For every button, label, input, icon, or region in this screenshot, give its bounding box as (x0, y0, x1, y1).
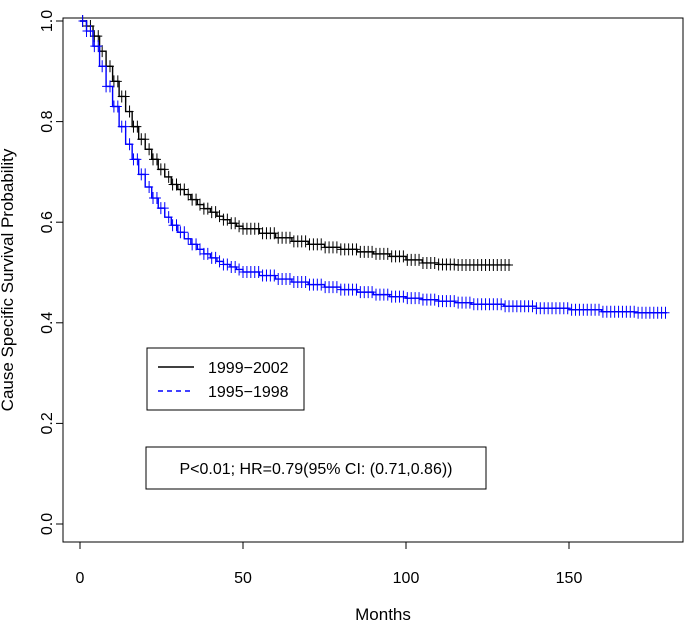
censor-mark-series-2 (399, 290, 408, 303)
censor-mark-series-1 (430, 256, 439, 269)
censor-mark-series-2 (94, 40, 103, 53)
y-axis: 0.0 0.2 0.4 0.6 0.8 1.0 (39, 10, 64, 535)
y-tick-label: 0.6 (39, 211, 56, 233)
censor-mark-series-2 (121, 120, 130, 133)
censor-mark-series-2 (125, 138, 134, 151)
x-axis: 0 50 100 150 (76, 541, 583, 587)
x-tick-label: 0 (76, 570, 85, 587)
censor-mark-series-2 (180, 226, 189, 239)
censor-mark-series-2 (235, 263, 244, 276)
censor-mark-series-2 (332, 281, 341, 294)
censor-mark-series-1 (301, 235, 310, 248)
censor-mark-series-2 (415, 292, 424, 305)
censor-mark-series-2 (98, 60, 107, 73)
censor-mark-series-2 (133, 153, 142, 166)
censor-mark-series-2 (450, 295, 459, 308)
censor-mark-series-2 (113, 100, 122, 113)
censor-mark-series-1 (105, 60, 114, 73)
x-axis-title: Months (355, 605, 411, 624)
censor-mark-series-2 (368, 286, 377, 299)
censor-mark-series-2 (192, 238, 201, 251)
censor-mark-series-2 (285, 273, 294, 286)
censor-mark-series-1 (332, 241, 341, 254)
censor-mark-series-2 (430, 293, 439, 306)
censor-mark-series-2 (145, 180, 154, 193)
censor-mark-series-2 (141, 168, 150, 181)
censor-mark-series-1 (270, 227, 279, 240)
censor-mark-series-1 (152, 153, 161, 166)
censor-mark-series-2 (215, 255, 224, 268)
censor-mark-series-1 (368, 245, 377, 258)
censor-mark-series-2 (160, 202, 169, 215)
censor-mark-series-1 (352, 243, 361, 256)
legend-label-series-2: 1995−1998 (208, 384, 289, 401)
y-tick-label: 1.0 (39, 10, 56, 32)
censor-mark-series-1 (94, 30, 103, 43)
censor-mark-series-2 (78, 15, 87, 27)
censor-mark-series-1 (450, 258, 459, 271)
annotation-box (145, 446, 487, 490)
censor-mark-series-2 (563, 302, 572, 315)
annotation: P<0.01; HR=0.79(95% CI: (0.71,0.86)) (145, 446, 487, 490)
censor-mark-series-2 (497, 298, 506, 311)
censor-mark-series-2 (172, 219, 181, 232)
legend: 1999−2002 1995−1998 (146, 347, 305, 411)
censor-mark-series-2 (383, 288, 392, 301)
censor-mark-series-2 (231, 260, 240, 273)
survival-curve-series-2 (80, 20, 667, 314)
censor-mark-series-1 (164, 170, 173, 183)
censor-mark-series-1 (172, 178, 181, 191)
censor-mark-series-1 (415, 253, 424, 266)
survival-curve-series-1 (80, 20, 511, 266)
y-tick-label: 0.8 (39, 110, 56, 132)
censor-mark-series-2 (317, 278, 326, 291)
censor-mark-series-1 (125, 105, 134, 118)
censor-mark-series-1 (192, 193, 201, 206)
censor-mark-series-1 (254, 222, 263, 235)
censor-mark-series-1 (505, 258, 514, 271)
censor-mark-series-1 (180, 183, 189, 196)
censor-mark-series-1 (317, 238, 326, 251)
x-tick-label: 50 (234, 570, 252, 587)
censor-mark-series-2 (223, 258, 232, 271)
censor-mark-series-2 (352, 283, 361, 296)
censor-mark-series-1 (133, 120, 142, 133)
series-layer (78, 15, 670, 319)
censor-mark-series-2 (301, 276, 310, 289)
censor-mark-series-2 (528, 300, 537, 313)
censor-mark-series-2 (184, 232, 193, 245)
censor-mark-series-2 (86, 25, 95, 38)
censor-mark-series-2 (195, 243, 204, 256)
censor-mark-series-1 (121, 90, 130, 103)
x-tick-label: 150 (556, 570, 583, 587)
annotation-text: P<0.01; HR=0.79(95% CI: (0.71,0.86)) (179, 461, 452, 478)
censor-mark-series-2 (630, 305, 639, 318)
censor-mark-series-2 (152, 192, 161, 205)
x-tick-label: 100 (393, 570, 420, 587)
censor-mark-series-1 (383, 247, 392, 260)
censor-mark-series-2 (164, 211, 173, 224)
legend-box (146, 347, 305, 411)
y-axis-title: Cause Specific Survival Probability (0, 148, 17, 411)
censor-mark-series-1 (113, 75, 122, 88)
censor-mark-series-2 (594, 303, 603, 316)
y-tick-label: 0.4 (39, 312, 56, 334)
y-tick-label: 0.2 (39, 412, 56, 434)
censor-mark-series-1 (235, 220, 244, 233)
censor-mark-series-1 (184, 188, 193, 201)
legend-label-series-1: 1999−2002 (208, 360, 289, 377)
censor-mark-series-1 (145, 143, 154, 156)
y-tick-label: 0.0 (39, 513, 56, 535)
censor-mark-series-2 (661, 306, 670, 319)
censor-mark-series-1 (160, 163, 169, 176)
censor-mark-series-2 (465, 296, 474, 309)
censor-mark-series-1 (231, 217, 240, 230)
censor-mark-series-2 (105, 80, 114, 93)
censor-mark-series-1 (141, 133, 150, 146)
